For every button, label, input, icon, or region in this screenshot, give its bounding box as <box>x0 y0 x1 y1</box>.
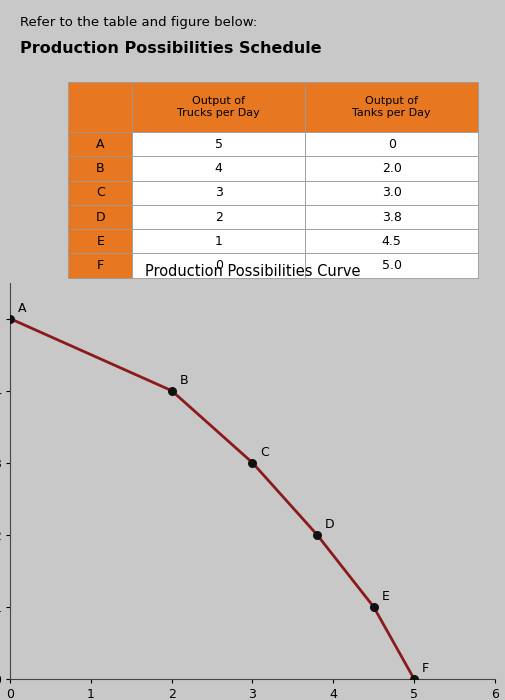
Bar <box>68 205 132 229</box>
Bar <box>305 229 478 253</box>
Text: C: C <box>261 446 269 459</box>
Text: 5.0: 5.0 <box>382 259 402 272</box>
Bar <box>132 253 305 278</box>
Bar <box>305 253 478 278</box>
Bar <box>132 205 305 229</box>
Text: 2: 2 <box>215 211 223 223</box>
Point <box>370 601 378 612</box>
Text: B: B <box>96 162 105 175</box>
Bar <box>305 181 478 205</box>
Bar <box>132 132 305 156</box>
Bar <box>305 82 478 132</box>
Bar <box>305 132 478 156</box>
Text: D: D <box>325 518 335 531</box>
Text: D: D <box>95 211 105 223</box>
Bar <box>132 82 305 132</box>
Bar <box>68 181 132 205</box>
Text: Output of
Tanks per Day: Output of Tanks per Day <box>352 97 431 118</box>
Bar <box>305 205 478 229</box>
Bar <box>68 82 132 132</box>
Text: 4: 4 <box>215 162 223 175</box>
Text: C: C <box>96 186 105 200</box>
Text: 2.0: 2.0 <box>382 162 401 175</box>
Text: 0: 0 <box>388 138 396 150</box>
Bar <box>132 229 305 253</box>
Bar <box>68 156 132 181</box>
Text: 5: 5 <box>215 138 223 150</box>
Text: 1: 1 <box>215 234 223 248</box>
Text: 3.0: 3.0 <box>382 186 401 200</box>
Bar <box>305 156 478 181</box>
Bar <box>68 253 132 278</box>
Point <box>6 313 14 324</box>
Text: 3: 3 <box>215 186 223 200</box>
Point <box>410 673 418 685</box>
Text: E: E <box>96 234 104 248</box>
Text: 3.8: 3.8 <box>382 211 401 223</box>
Bar <box>68 132 132 156</box>
Point <box>313 529 321 540</box>
Bar <box>132 156 305 181</box>
Text: A: A <box>18 302 27 315</box>
Text: Production Possibilities Schedule: Production Possibilities Schedule <box>20 41 321 56</box>
Text: Refer to the table and figure below:: Refer to the table and figure below: <box>20 15 257 29</box>
Text: Output of
Trucks per Day: Output of Trucks per Day <box>177 97 260 118</box>
Text: F: F <box>96 259 104 272</box>
Point <box>248 457 257 468</box>
Bar <box>132 181 305 205</box>
Text: B: B <box>180 374 188 387</box>
Bar <box>68 229 132 253</box>
Point <box>168 385 176 396</box>
Text: 4.5: 4.5 <box>382 234 401 248</box>
Text: A: A <box>96 138 105 150</box>
Title: Production Possibilities Curve: Production Possibilities Curve <box>145 264 360 279</box>
Text: E: E <box>382 590 390 603</box>
Text: F: F <box>422 662 429 676</box>
Text: 0: 0 <box>215 259 223 272</box>
